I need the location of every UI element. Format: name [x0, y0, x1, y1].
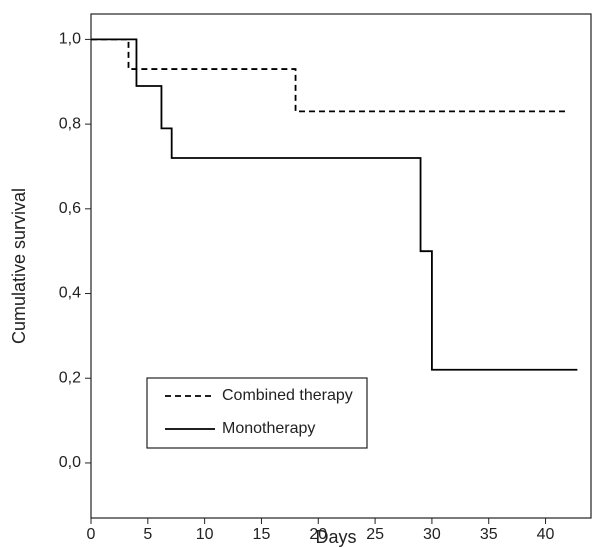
- x-axis-label: Days: [315, 527, 356, 547]
- y-tick-label: 1,0: [59, 31, 81, 48]
- legend-label: Monotherapy: [222, 420, 315, 437]
- y-tick-label: 0,4: [59, 285, 81, 302]
- survival-line: [91, 38, 578, 371]
- x-tick-label: 25: [366, 526, 384, 543]
- x-tick-label: 35: [480, 526, 498, 543]
- plot-frame: [90, 13, 592, 519]
- x-tick-label: 10: [196, 526, 214, 543]
- y-tick-label: 0,6: [59, 200, 81, 217]
- x-tick-label: 20: [309, 526, 327, 543]
- survival-line: [91, 38, 569, 113]
- x-tick-label: 40: [537, 526, 555, 543]
- x-tick-label: 5: [143, 526, 152, 543]
- x-tick-label: 15: [253, 526, 271, 543]
- x-tick-label: 30: [423, 526, 441, 543]
- y-tick-label: 0,2: [59, 369, 81, 386]
- y-tick-label: 0,0: [59, 454, 81, 471]
- y-axis-label: Cumulative survival: [9, 188, 29, 344]
- y-tick-label: 0,8: [59, 115, 81, 132]
- legend-label: Combined therapy: [222, 387, 353, 404]
- x-tick-label: 0: [87, 526, 96, 543]
- legend-box: [146, 377, 368, 449]
